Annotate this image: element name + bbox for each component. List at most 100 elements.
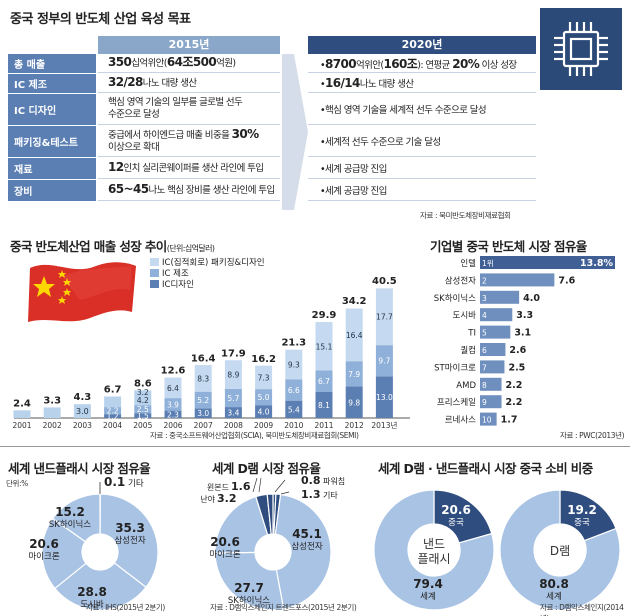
- pie-value: 0.1: [104, 475, 125, 489]
- bar-total-label: 40.5: [372, 276, 397, 287]
- x-tick-label: 2005: [133, 421, 152, 430]
- bar-inner-label: 16.4: [346, 331, 363, 340]
- bar-total: [73, 404, 91, 418]
- pie-label: SK하이닉스: [49, 519, 91, 530]
- bar-segment: [104, 407, 122, 415]
- bar-inner-label: 2.2: [107, 407, 119, 416]
- dram-share-title: 세계 D램 시장 점유율: [212, 461, 321, 476]
- consumption-source: 자료 : D램익스체인지(2014년): [540, 603, 624, 616]
- nand-share-title: 세계 낸드플래시 시장 점유율: [8, 461, 151, 476]
- company-rank: 7: [482, 363, 487, 372]
- company-value: 1.7: [501, 415, 518, 426]
- policy-row-label: 재료: [8, 158, 96, 179]
- bar-inner-label: 13.0: [376, 393, 393, 402]
- bar-inner-label: 4.0: [258, 408, 270, 417]
- company-value: 4.0: [523, 293, 540, 304]
- company-label: SK하이닉스: [434, 293, 476, 304]
- pie-label: 삼성전자: [291, 541, 322, 552]
- policy-2020-cell: •세계 공급망 진입: [308, 158, 536, 179]
- policy-2020-cell: •16/14나노 대량 생산: [308, 74, 536, 93]
- x-tick-label: 2013년: [371, 420, 397, 430]
- policy-row-label: IC 디자인: [8, 94, 96, 125]
- pie-value: 20.6: [441, 503, 471, 517]
- pie-value: 45.1: [292, 527, 322, 541]
- bar-segment: [345, 308, 363, 362]
- bar-segment: [224, 388, 242, 408]
- company-label: 르네사스: [445, 416, 476, 426]
- company-source: 자료 : PWC(2013년): [560, 431, 625, 440]
- policy-source: 자료 : 북미반도체장비재료협회: [420, 211, 511, 220]
- bar-inner-label: 9.3: [288, 361, 300, 370]
- bar-segment: [134, 413, 152, 418]
- bar-inner-label: 8.9: [227, 371, 239, 380]
- col-2020-header: 2020년: [308, 36, 536, 54]
- pie-value: 1.6: [231, 480, 251, 493]
- bar-segment: [224, 360, 242, 389]
- bar-inner-label: 7.3: [258, 373, 270, 382]
- bar-segment: [285, 379, 303, 401]
- company-bar: [480, 360, 505, 374]
- arrow-band: [282, 54, 308, 210]
- pie-label: 파워칩: [323, 477, 345, 486]
- company-rank: 1위: [482, 259, 494, 268]
- company-value: 2.6: [509, 345, 526, 356]
- bar-segment: [104, 396, 122, 408]
- leader-line: [258, 477, 262, 493]
- company-bar: [480, 395, 502, 409]
- revenue-bar-chart: 2.4 2001 3.3 2002 3.0 4.3 2003 1.22.2 6.7 2004 1.5…: [12, 257, 410, 430]
- legend-label: IC 제조: [162, 269, 189, 279]
- x-tick-label: 2007: [194, 421, 213, 430]
- x-tick-label: 2009: [254, 421, 273, 430]
- pie-value: 79.4: [413, 577, 443, 591]
- company-label: 삼성전자: [445, 275, 476, 286]
- bar-segment: [104, 414, 122, 418]
- x-tick-label: 2008: [224, 421, 243, 430]
- bar-segment: [134, 405, 152, 414]
- bar-inner-label: 9.8: [348, 398, 360, 407]
- policy-2015-cell: 32/28나노 대량 생산: [98, 74, 280, 93]
- pie-value: 28.8: [77, 585, 107, 599]
- bar-segment: [315, 370, 333, 392]
- bar-inner-label: 6.4: [167, 384, 179, 393]
- bar-segment: [194, 391, 212, 409]
- pie-label: SK하이닉스: [228, 595, 270, 606]
- bar-segment: [315, 392, 333, 418]
- nand-unit: 단위:%: [6, 479, 28, 488]
- leader-line: [252, 477, 258, 493]
- revenue-source: 자료 : 중국소프트웨어산업협회(SCIA), 북미반도체장비재료협회(SEMI…: [150, 431, 359, 440]
- pie-label: 마이크론: [28, 551, 59, 562]
- bar-inner-label: 6.6: [288, 386, 300, 395]
- company-rank: 6: [482, 346, 487, 355]
- company-share-title: 기업별 중국 반도체 시장 점유율: [430, 239, 587, 254]
- company-label: 인텔: [460, 258, 476, 269]
- company-bar: [480, 256, 615, 269]
- bar-total-label: 16.4: [191, 353, 216, 364]
- bar-inner-label: 4.2: [137, 396, 149, 405]
- bar-inner-label: 2.3: [167, 410, 179, 419]
- policy-2015-cell: 중급에서 하이엔드급 매출 비중을 30% 이상으로 확대: [98, 126, 280, 157]
- company-bar: [480, 273, 555, 287]
- pie-label: 중국: [574, 518, 590, 528]
- bar-inner-label: 1.2: [107, 412, 119, 421]
- x-tick-label: 2002: [43, 421, 62, 430]
- bar-inner-label: 3.2: [137, 388, 149, 397]
- col-2015-header: 2015년: [98, 36, 280, 54]
- legend-label: IC(집적회로) 패키징&디자인: [162, 257, 265, 268]
- pie-value: 1.3: [301, 488, 321, 501]
- legend-label: IC디자인: [162, 279, 194, 290]
- pie-slice: [51, 493, 101, 543]
- pie-slice: [41, 517, 87, 590]
- leader-line: [274, 479, 286, 493]
- bar-inner-label: 3.9: [167, 400, 179, 409]
- pie-center-label: 플래시: [417, 552, 450, 566]
- pie-slice: [266, 493, 274, 535]
- bar-total-label: 8.6: [134, 378, 152, 389]
- company-rank: 3: [482, 294, 487, 303]
- pie-label: 세계: [420, 591, 436, 602]
- company-label: 도시바: [453, 310, 477, 321]
- company-rank: 9: [482, 398, 487, 407]
- x-tick-label: 2010: [284, 421, 303, 430]
- legend-swatch: [150, 269, 159, 277]
